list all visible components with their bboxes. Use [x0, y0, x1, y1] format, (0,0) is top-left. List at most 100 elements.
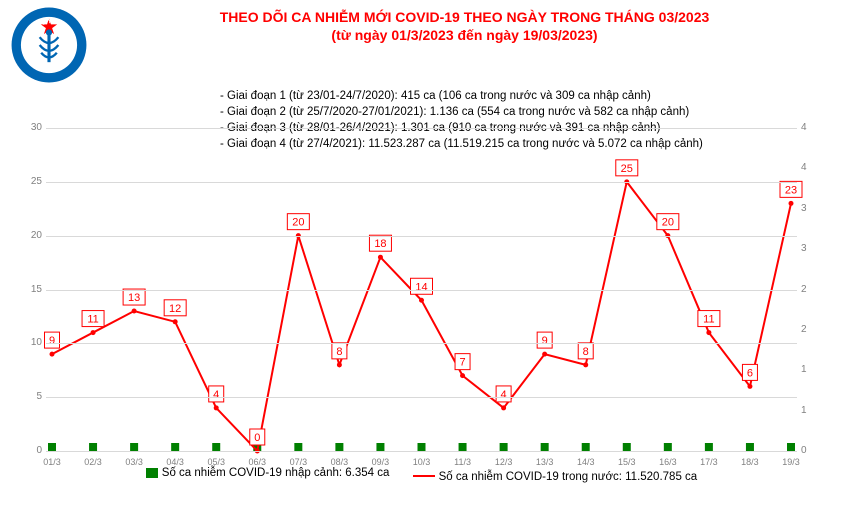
x-tick: 18/3	[741, 457, 759, 467]
gridline	[46, 182, 797, 183]
gridline	[46, 290, 797, 291]
gridline	[46, 451, 797, 452]
y-left-tick: 0	[18, 445, 42, 456]
bar-marker	[335, 443, 343, 451]
header: BỘ Y TẾ MINISTRY OF HEALTH THEO DÕI CA N…	[0, 0, 843, 84]
x-tick: 02/3	[84, 457, 102, 467]
bar-marker	[541, 443, 549, 451]
data-label: 6	[747, 367, 753, 379]
line-marker	[460, 373, 465, 378]
x-tick: 15/3	[618, 457, 636, 467]
data-label: 8	[583, 346, 589, 358]
y-right-tick: 0	[801, 445, 825, 456]
x-tick: 03/3	[125, 457, 143, 467]
bar-marker	[376, 443, 384, 451]
x-tick: 05/3	[207, 457, 225, 467]
data-label: 25	[621, 163, 633, 175]
line-marker	[789, 201, 794, 206]
bar-marker	[89, 443, 97, 451]
data-label: 9	[49, 335, 55, 347]
y-right-tick: 2	[801, 284, 825, 295]
legend-bar: Số ca nhiễm COVID-19 nhập cảnh: 6.354 ca	[146, 467, 390, 479]
title-block: THEO DÕI CA NHIỄM MỚI COVID-19 THEO NGÀY…	[96, 6, 833, 44]
data-label: 13	[128, 292, 140, 304]
y-left-tick: 20	[18, 230, 42, 241]
line-marker	[542, 352, 547, 357]
data-label: 23	[785, 184, 797, 196]
x-tick: 06/3	[249, 457, 267, 467]
x-tick: 16/3	[659, 457, 677, 467]
title-line-1: THEO DÕI CA NHIỄM MỚI COVID-19 THEO NGÀY…	[96, 8, 833, 26]
y-right-tick: 3	[801, 243, 825, 254]
title-line-2: (từ ngày 01/3/2023 đến ngày 19/03/2023)	[96, 26, 833, 44]
data-label: 12	[169, 303, 181, 315]
data-label: 20	[292, 217, 304, 229]
y-right-tick: 3	[801, 203, 825, 214]
bar-marker	[459, 443, 467, 451]
legend-line: Số ca nhiễm COVID-19 trong nước: 11.520.…	[413, 471, 698, 483]
line-marker	[337, 362, 342, 367]
bar-marker	[130, 443, 138, 451]
chart-area: 91113124020818147498252011623 0510152025…	[20, 128, 823, 489]
line-marker	[214, 405, 219, 410]
gridline	[46, 397, 797, 398]
legend: Số ca nhiễm COVID-19 nhập cảnh: 6.354 ca…	[20, 467, 823, 483]
data-label: 4	[213, 389, 219, 401]
data-label: 11	[87, 314, 98, 326]
y-right-tick: 2	[801, 324, 825, 335]
line-swatch-icon	[413, 475, 435, 477]
y-right-tick: 4	[801, 122, 825, 133]
data-label: 18	[374, 238, 386, 250]
gridline	[46, 343, 797, 344]
y-left-tick: 5	[18, 391, 42, 402]
x-tick: 19/3	[782, 457, 800, 467]
bar-marker	[664, 443, 672, 451]
bar-marker	[212, 443, 220, 451]
bar-marker	[418, 443, 426, 451]
line-series	[52, 182, 791, 451]
y-left-tick: 15	[18, 284, 42, 295]
bar-marker	[746, 443, 754, 451]
x-tick: 13/3	[536, 457, 554, 467]
x-tick: 09/3	[372, 457, 390, 467]
plot-region: 91113124020818147498252011623 0510152025…	[46, 128, 797, 451]
bar-marker	[48, 443, 56, 451]
x-tick: 14/3	[577, 457, 595, 467]
line-marker	[583, 362, 588, 367]
x-tick: 12/3	[495, 457, 513, 467]
data-label: 11	[703, 314, 714, 326]
bar-marker	[582, 443, 590, 451]
y-left-tick: 10	[18, 337, 42, 348]
data-label: 9	[542, 335, 548, 347]
x-tick: 01/3	[43, 457, 61, 467]
data-label: 20	[662, 217, 674, 229]
bar-swatch-icon	[146, 468, 158, 478]
line-marker	[132, 309, 137, 314]
y-left-tick: 30	[18, 122, 42, 133]
line-marker	[173, 319, 178, 324]
x-tick: 11/3	[454, 457, 471, 467]
data-label: 4	[501, 389, 507, 401]
bar-marker	[500, 443, 508, 451]
page-root: BỘ Y TẾ MINISTRY OF HEALTH THEO DÕI CA N…	[0, 0, 843, 519]
y-left-tick: 25	[18, 176, 42, 187]
y-right-tick: 4	[801, 162, 825, 173]
phase-line: - Giai đoạn 2 (từ 25/7/2020-27/01/2021):…	[220, 104, 823, 120]
x-tick: 07/3	[290, 457, 308, 467]
x-tick: 08/3	[331, 457, 349, 467]
line-marker	[419, 298, 424, 303]
line-marker	[706, 330, 711, 335]
x-tick: 04/3	[166, 457, 184, 467]
gridline	[46, 236, 797, 237]
y-right-tick: 1	[801, 364, 825, 375]
bar-marker	[294, 443, 302, 451]
ministry-logo: BỘ Y TẾ MINISTRY OF HEALTH	[10, 6, 88, 84]
legend-bar-label: Số ca nhiễm COVID-19 nhập cảnh: 6.354 ca	[162, 467, 390, 479]
line-marker	[91, 330, 96, 335]
line-marker	[378, 255, 383, 260]
legend-line-label: Số ca nhiễm COVID-19 trong nước: 11.520.…	[439, 471, 698, 483]
line-marker	[747, 384, 752, 389]
data-label: 14	[415, 281, 427, 293]
bar-marker	[787, 443, 795, 451]
y-right-tick: 1	[801, 405, 825, 416]
